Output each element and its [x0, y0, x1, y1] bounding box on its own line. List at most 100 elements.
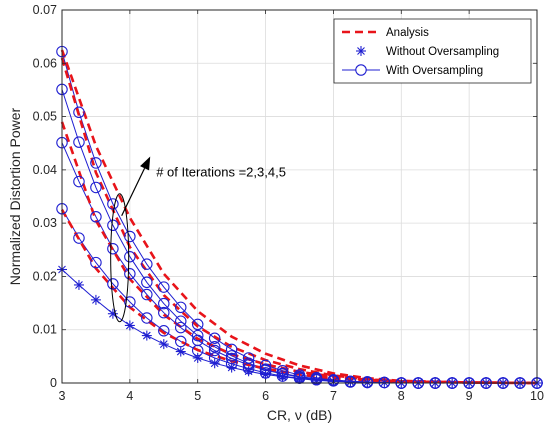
- x-tick-label: 4: [126, 389, 133, 403]
- with-oversampling-point-5: [107, 198, 119, 210]
- x-tick-label: 7: [330, 389, 337, 403]
- asterisk-stroke: [380, 378, 389, 387]
- y-tick-label: 0.01: [33, 323, 57, 337]
- x-tick-label: 5: [194, 389, 201, 403]
- legend-item: Without Oversampling: [356, 46, 499, 58]
- legend-box: [333, 18, 532, 84]
- asterisk-stroke: [159, 340, 168, 348]
- legend-label: Analysis: [386, 27, 429, 39]
- with-oversampling-point-2: [225, 358, 238, 370]
- with-oversampling-point-4: [73, 136, 85, 148]
- with-oversampling-point-4: [124, 250, 136, 263]
- with-oversampling-point-3: [73, 175, 85, 188]
- with-oversampling-point-4: [141, 276, 153, 289]
- with-oversampling-point-4: [276, 367, 289, 380]
- with-oversampling-point-5: [191, 318, 204, 331]
- y-tick-label: 0.05: [33, 110, 57, 124]
- with-oversampling-point-3: [208, 344, 221, 357]
- annotation-text: # of Iterations =2,3,4,5: [156, 165, 286, 180]
- without-oversampling-point: [124, 320, 135, 331]
- with-oversampling-point-2: [124, 296, 136, 308]
- with-oversampling-point-4: [158, 297, 170, 310]
- with-oversampling-point-3: [225, 352, 238, 365]
- with-oversampling-point-5: [293, 369, 306, 381]
- with-oversampling-point-5: [259, 359, 272, 372]
- with-oversampling-point-4: [191, 329, 204, 342]
- y-tick-label: 0.03: [33, 216, 57, 230]
- asterisk-stroke: [75, 281, 83, 289]
- without-oversampling-point: [345, 376, 356, 387]
- with-oversampling-point-5: [90, 157, 102, 169]
- without-oversampling-point: [90, 294, 101, 305]
- with-oversampling-point-3: [175, 321, 187, 334]
- with-oversampling-point-3: [90, 210, 102, 223]
- legend: Analysis Without Oversampling With Oversam…: [333, 18, 532, 84]
- with-oversampling-point-2: [175, 335, 187, 348]
- without-oversampling-point: [107, 308, 118, 319]
- with-oversampling-point-4: [242, 357, 255, 370]
- with-oversampling-point-3: [141, 288, 153, 301]
- legend-item: With Oversampling: [342, 64, 483, 77]
- with-oversampling-point-5: [73, 106, 85, 119]
- with-oversampling-point-3: [124, 268, 136, 280]
- asterisk-stroke: [227, 363, 236, 372]
- with-oversampling-point-5: [175, 301, 187, 314]
- asterisk-stroke: [346, 378, 355, 386]
- axis-ticks: 3 4 5 6 7 8 9 10 0 0.01 0.02 0.03 0.04 0.05 0.06 0.07: [33, 3, 544, 403]
- with-oversampling-point-4: [259, 363, 272, 375]
- arrow-head: [140, 156, 151, 171]
- without-oversampling-point: [141, 330, 152, 341]
- x-tick-label: 9: [466, 389, 473, 403]
- without-oversampling-point: [175, 346, 186, 357]
- without-oversampling-point: [362, 377, 373, 388]
- asterisk-stroke: [363, 378, 372, 387]
- x-tick-label: 8: [398, 389, 405, 403]
- legend-label: With Oversampling: [386, 65, 483, 77]
- with-oversampling-point-3: [158, 306, 170, 319]
- without-oversampling-point: [158, 339, 169, 350]
- with-oversampling-point-5: [378, 376, 391, 389]
- with-oversampling-point-5: [208, 332, 221, 344]
- legend-swatch-asterisk: [356, 46, 366, 56]
- with-oversampling-point-5: [276, 364, 289, 377]
- with-oversampling-point-4: [225, 350, 238, 362]
- with-oversampling-point-2: [259, 367, 272, 379]
- legend-swatch-circle: [355, 64, 367, 76]
- y-axis-label: Normalized Distortion Power: [7, 107, 23, 285]
- analysis-line-5: [60, 49, 538, 385]
- annotation-arrow: [121, 167, 146, 217]
- with-oversampling-point-5: [242, 352, 255, 364]
- with-oversampling-point-2: [107, 278, 119, 290]
- with-oversampling-point-3: [191, 334, 204, 347]
- y-tick-label: 0: [50, 376, 57, 390]
- legend-label: Without Oversampling: [386, 46, 499, 58]
- legend-item: Analysis: [342, 27, 429, 39]
- with-oversampling-point-2: [158, 325, 170, 337]
- annotation: # of Iterations =2,3,4,5: [110, 156, 286, 323]
- with-oversampling-point-2: [73, 232, 85, 244]
- without-oversampling-point: [73, 279, 84, 290]
- axes-frame: [61, 9, 538, 384]
- y-tick-label: 0.06: [33, 56, 57, 70]
- with-oversampling-point-5: [327, 374, 340, 386]
- with-oversampling-point-5: [344, 375, 357, 388]
- x-tick-label: 10: [530, 389, 544, 403]
- with-oversampling-point-2: [90, 256, 102, 269]
- asterisk-stroke: [176, 347, 185, 356]
- y-tick-label: 0.04: [33, 163, 57, 177]
- asterisk-stroke: [125, 321, 134, 330]
- with-oversampling-point-5: [124, 230, 136, 243]
- without-oversampling-point: [379, 377, 390, 388]
- with-oversampling-point-4: [175, 315, 187, 327]
- iterations-ellipse: [110, 193, 130, 323]
- with-oversampling-point-4: [208, 341, 221, 353]
- with-oversampling-point-2: [141, 312, 153, 324]
- with-oversampling-point-3: [107, 242, 119, 255]
- with-oversampling-point-5: [225, 343, 238, 356]
- with-oversampling-point-2: [208, 352, 221, 364]
- asterisk-stroke: [357, 47, 365, 55]
- x-axis-label: CR, ν (dB): [267, 407, 332, 423]
- with-oversampling-point-4: [90, 181, 102, 194]
- with-oversampling-point-5: [141, 258, 153, 270]
